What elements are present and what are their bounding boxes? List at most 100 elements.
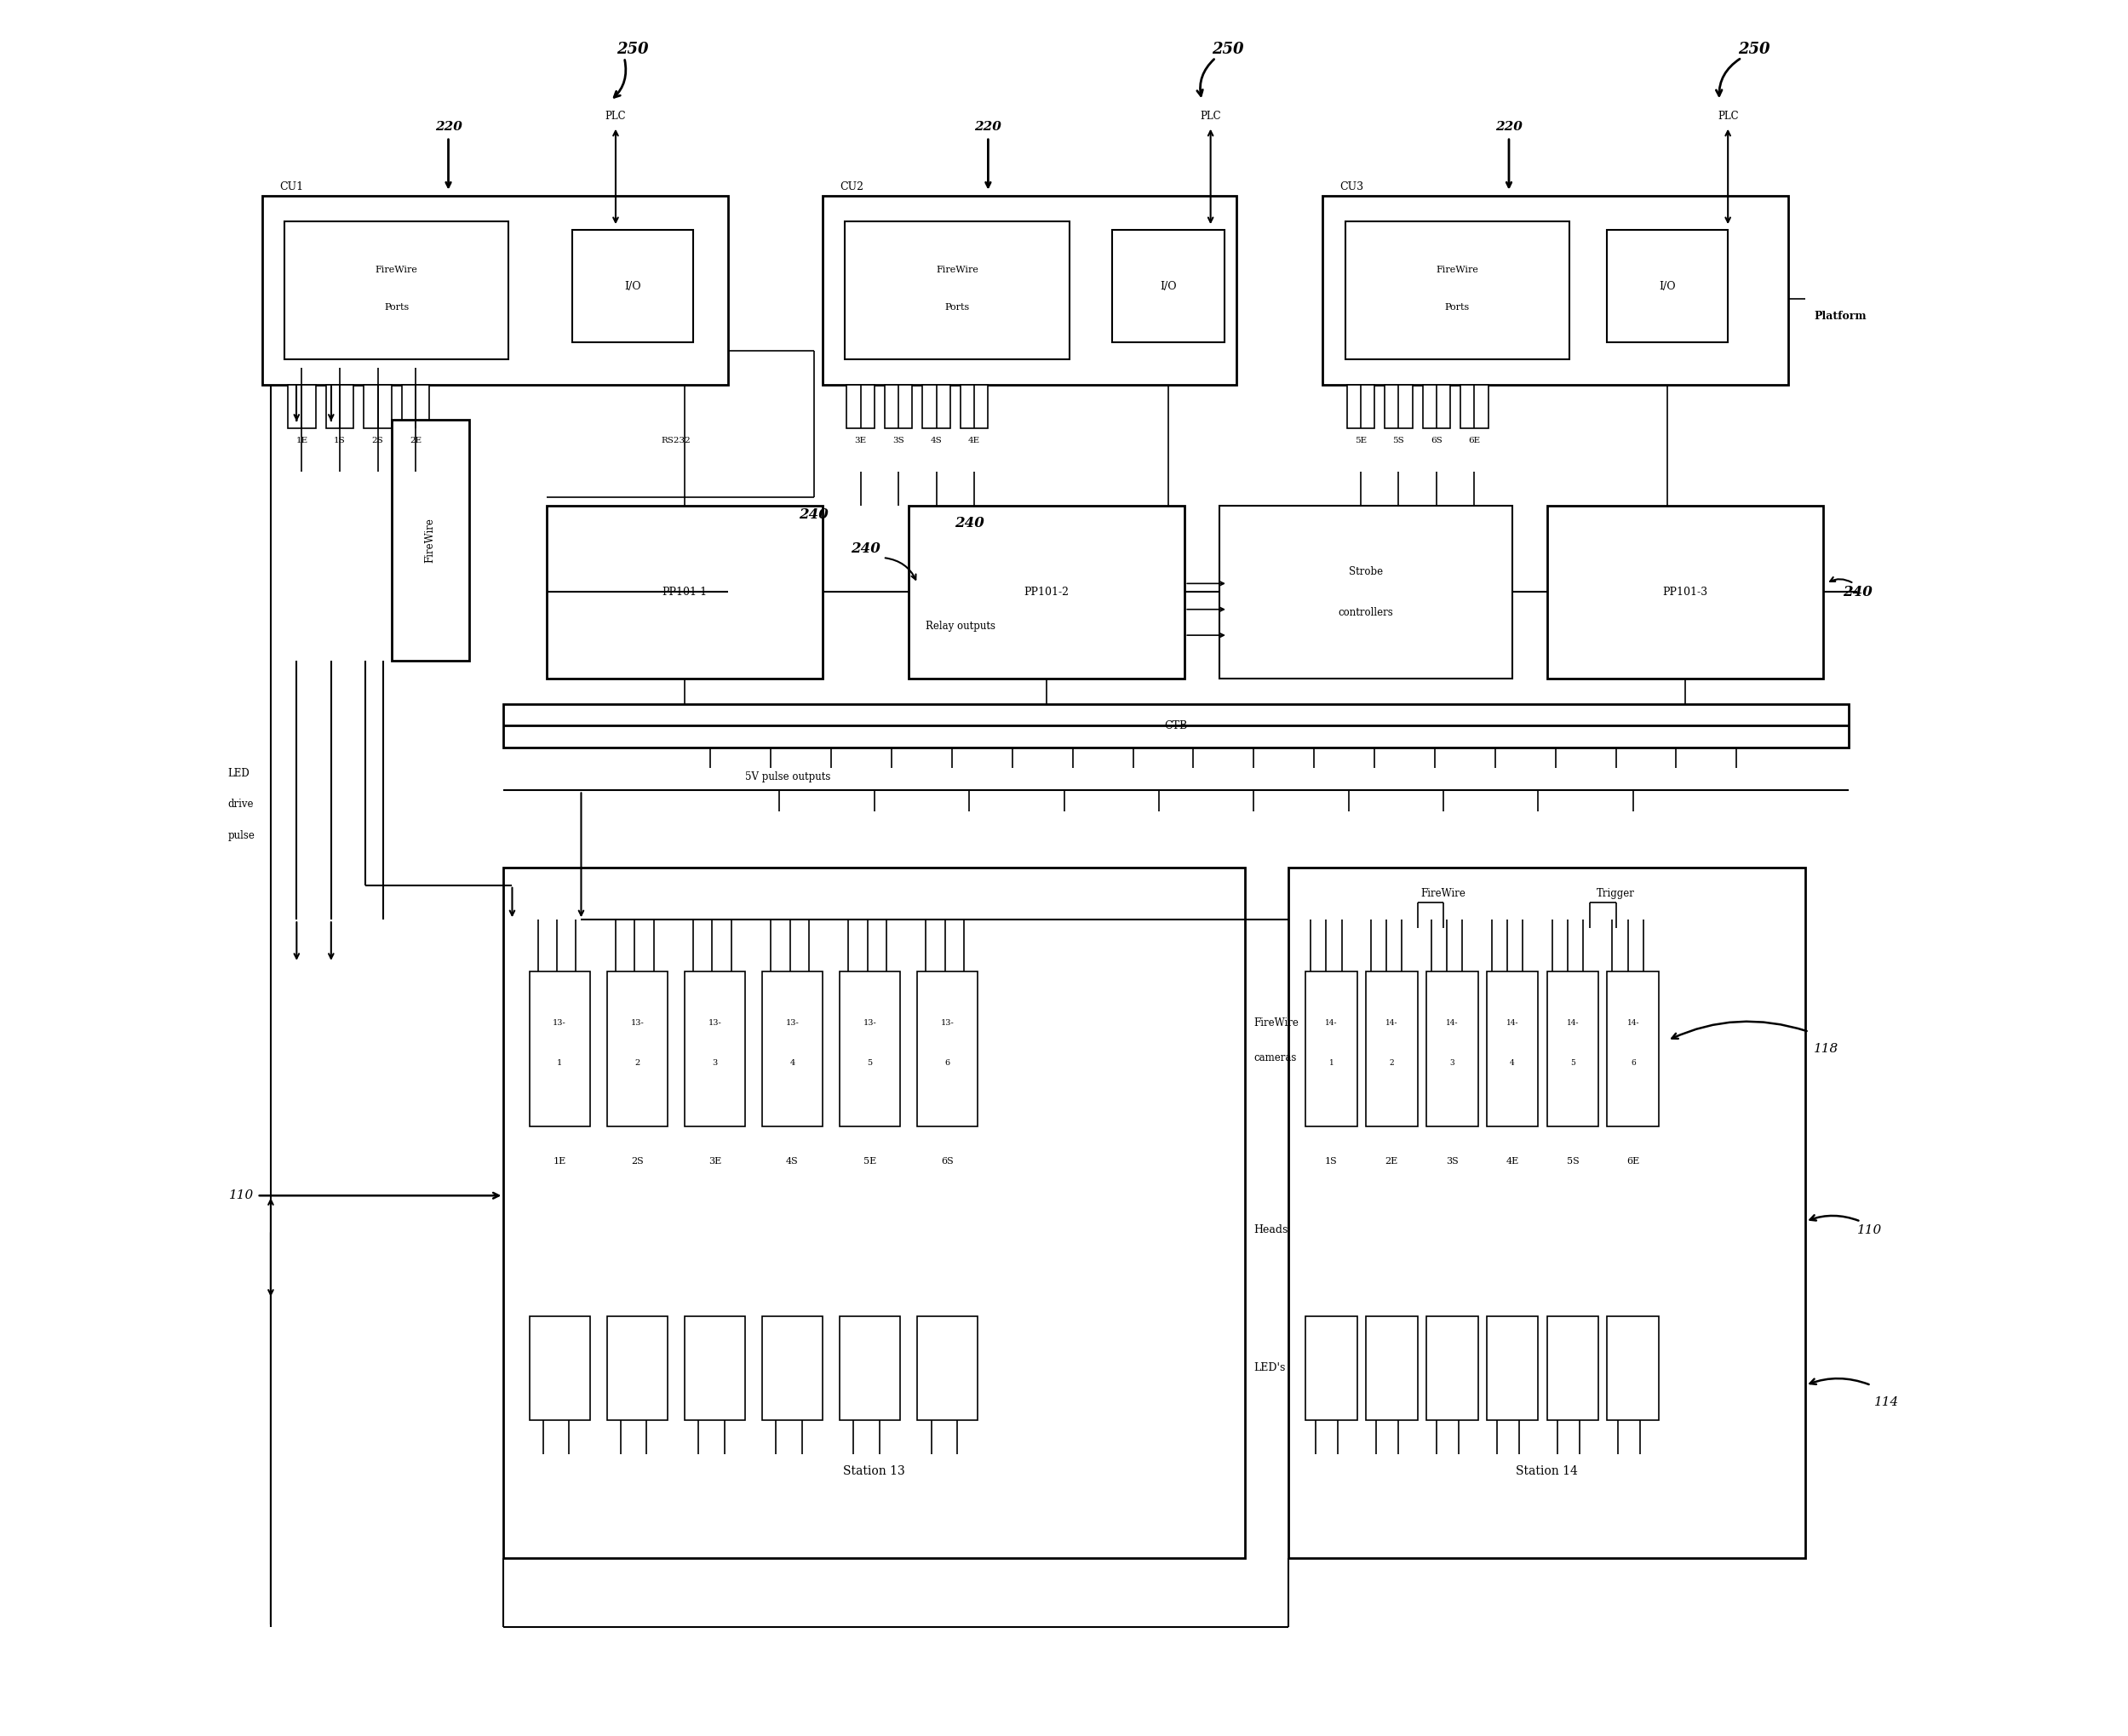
Bar [1460,385,1487,429]
Text: Strobe: Strobe [1349,566,1383,576]
Text: 13-: 13- [553,1019,566,1028]
Text: 1S: 1S [334,436,345,444]
Bar [1347,385,1375,429]
Text: Station 14: Station 14 [1515,1465,1577,1477]
Text: 250: 250 [1211,42,1243,57]
Text: Trigger: Trigger [1596,889,1634,899]
Bar [960,385,987,429]
Bar [1487,1316,1539,1420]
Text: 1: 1 [558,1059,562,1066]
Text: 2S: 2S [630,1156,643,1165]
Text: 5S: 5S [1392,436,1404,444]
Text: 2E: 2E [409,436,421,444]
Bar [841,972,900,1127]
Bar [845,222,1068,359]
Text: CU2: CU2 [841,182,864,193]
Text: 6S: 6S [1430,436,1443,444]
Text: 220: 220 [434,120,462,132]
Text: 5S: 5S [1566,1156,1579,1165]
Text: Ports: Ports [385,304,409,312]
Text: 14-: 14- [1566,1019,1579,1028]
Bar [1426,1316,1477,1420]
Text: 14-: 14- [1385,1019,1398,1028]
Text: FireWire: FireWire [375,266,417,274]
Text: Platform: Platform [1815,311,1866,321]
Text: CU1: CU1 [279,182,304,193]
Text: LED's: LED's [1253,1363,1285,1373]
Bar [1607,1316,1660,1420]
Bar [262,196,728,385]
Text: 13-: 13- [630,1019,645,1028]
Text: 3E: 3E [855,436,866,444]
Bar [841,1316,900,1420]
Bar [847,385,875,429]
Text: 6: 6 [1630,1059,1636,1066]
Text: 220: 220 [975,120,1002,132]
Bar [1547,972,1598,1127]
Text: CTB: CTB [1164,720,1187,731]
Bar [1607,231,1728,342]
Text: 250: 250 [617,42,649,57]
Text: 2: 2 [1390,1059,1394,1066]
Text: 3E: 3E [709,1156,721,1165]
Text: PLC: PLC [1717,111,1739,122]
Text: 6E: 6E [1626,1156,1639,1165]
Text: 1E: 1E [296,436,309,444]
Text: 13-: 13- [864,1019,877,1028]
Bar [1113,231,1224,342]
Text: 5E: 5E [1356,436,1366,444]
Bar [392,420,468,661]
Bar [917,972,977,1127]
Text: 110: 110 [228,1189,253,1201]
Text: Relay outputs: Relay outputs [926,621,996,632]
Bar [917,1316,977,1420]
Bar [909,505,1185,679]
Bar [1304,972,1358,1127]
Bar [762,972,824,1127]
Text: Ports: Ports [945,304,970,312]
Text: 118: 118 [1815,1043,1839,1055]
Text: 6S: 6S [941,1156,953,1165]
Text: 14-: 14- [1628,1019,1639,1028]
Text: I/O: I/O [624,281,641,292]
Bar [762,1316,824,1420]
Text: Ports: Ports [1445,304,1470,312]
Text: 1S: 1S [1326,1156,1339,1165]
Text: PP101-3: PP101-3 [1662,587,1707,597]
Text: 13-: 13- [941,1019,953,1028]
Text: CU3: CU3 [1341,182,1364,193]
Bar [1366,972,1417,1127]
Bar [824,196,1236,385]
Text: 14-: 14- [1326,1019,1339,1028]
Bar [606,1316,668,1420]
Text: 13-: 13- [785,1019,800,1028]
Text: Heads: Heads [1253,1224,1287,1236]
Bar [1324,196,1788,385]
Text: 6E: 6E [1468,436,1481,444]
Text: cameras: cameras [1253,1052,1296,1062]
Text: FireWire: FireWire [1436,266,1479,274]
Text: 240: 240 [800,507,828,523]
Bar [1424,385,1451,429]
Text: 240: 240 [851,542,881,556]
Text: 4: 4 [789,1059,796,1066]
Text: RS232: RS232 [662,436,692,444]
Text: 114: 114 [1875,1396,1900,1408]
Text: 6: 6 [945,1059,951,1066]
Bar [1345,222,1568,359]
Bar [364,385,392,429]
Bar [1547,1316,1598,1420]
Text: I/O: I/O [1160,281,1177,292]
Bar [685,1316,745,1420]
Text: 5V pulse outputs: 5V pulse outputs [745,771,830,783]
Text: 240: 240 [953,516,983,531]
Bar [1287,868,1805,1557]
Text: 1: 1 [1328,1059,1334,1066]
Text: PP101-1: PP101-1 [662,587,706,597]
Bar [606,972,668,1127]
Bar [1304,1316,1358,1420]
Bar [572,231,694,342]
Text: 4S: 4S [930,436,943,444]
Text: 240: 240 [1843,585,1873,599]
Text: 4: 4 [1511,1059,1515,1066]
